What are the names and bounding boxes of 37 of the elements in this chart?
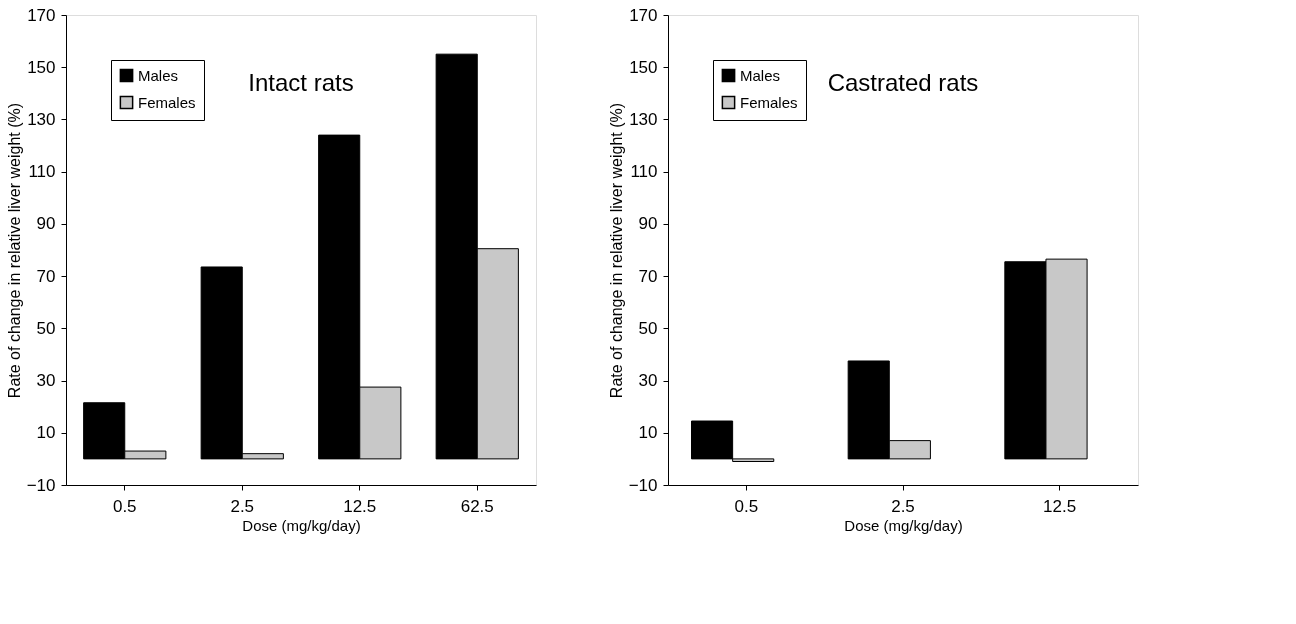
x-tick-label: 0.5 xyxy=(112,496,137,516)
legend-label: Males xyxy=(740,66,781,84)
x-axis-title: Dose (mg/kg/day) xyxy=(844,516,963,534)
legend-label: Females xyxy=(138,93,196,111)
y-tick-label: 130 xyxy=(27,109,56,129)
y-tick-label: 110 xyxy=(630,162,658,182)
x-tick-label: 2.5 xyxy=(230,496,255,516)
x-tick-label: 62.5 xyxy=(460,496,494,516)
y-tick-label: 170 xyxy=(27,5,56,25)
text: Intact rats xyxy=(248,69,354,96)
y-tick-label: 90 xyxy=(36,214,56,234)
text: Castrated rats xyxy=(827,69,979,96)
y-axis-title: Rate of change in relative liver weight (%) xyxy=(5,102,23,399)
y-tick-label: 10 xyxy=(638,423,658,443)
y-tick-label: 70 xyxy=(36,266,56,286)
y-tick-label: 90 xyxy=(638,214,658,234)
x-tick-label: 12.5 xyxy=(343,496,377,516)
y-tick-label: 50 xyxy=(36,318,56,338)
y-tick-label: 70 xyxy=(638,266,658,286)
y-tick-label: 150 xyxy=(629,57,658,77)
x-tick-label: 2.5 xyxy=(891,496,915,516)
y-tick-label: 10 xyxy=(36,423,56,443)
y-tick-label: −10 xyxy=(628,475,658,495)
y-tick-label: 30 xyxy=(36,371,56,391)
y-tick-label: 150 xyxy=(27,57,56,77)
y-tick-label: 30 xyxy=(638,371,658,391)
y-tick-label: −10 xyxy=(26,475,56,495)
x-axis-title: Dose (mg/kg/day) xyxy=(242,516,361,534)
y-tick-label: 110 xyxy=(28,162,56,182)
x-tick-label: 12.5 xyxy=(1043,496,1077,516)
x-tick-label: 0.5 xyxy=(734,496,759,516)
y-axis-title: Rate of change in relative liver weight (%) xyxy=(607,102,625,399)
y-tick-label: 50 xyxy=(638,318,658,338)
y-tick-label: 170 xyxy=(629,5,658,25)
y-tick-label: 130 xyxy=(629,109,658,129)
legend-label: Males xyxy=(138,66,179,84)
legend-label: Females xyxy=(740,93,798,111)
